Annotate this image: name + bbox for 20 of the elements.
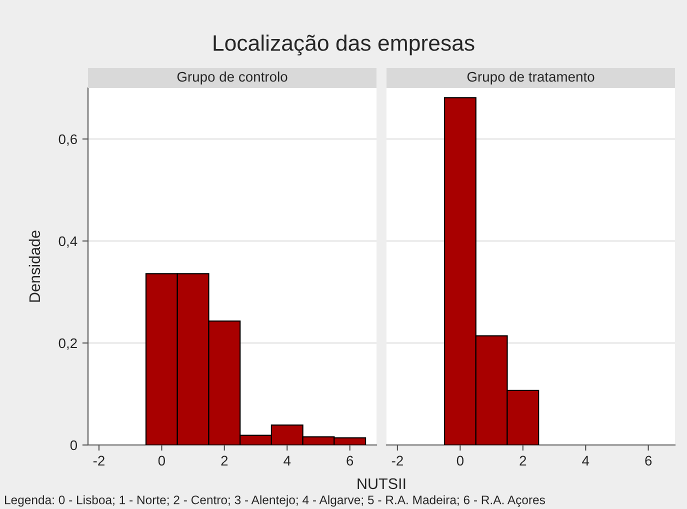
chart-subtitle: Grupo de controlo — [177, 72, 288, 84]
x-axis-title: NUTSII — [358, 478, 406, 490]
y-tick-label: 0,6 — [58, 134, 77, 146]
x-tick-label: 2 — [221, 456, 228, 466]
x-tick-label: 0 — [456, 456, 464, 466]
y-axis-title: Densidade — [28, 230, 40, 302]
x-tick-label: 2 — [520, 456, 526, 466]
x-tick-label: 4 — [582, 456, 590, 466]
chart-subtitle: Grupo de tratamento — [467, 72, 594, 84]
x-tick-label: -2 — [93, 456, 104, 466]
y-tick-label: 0,4 — [58, 236, 78, 248]
x-tick-label: 4 — [284, 456, 291, 466]
text: Legenda: 0 - Lisboa; 1 - Norte; 2 - Centro; 3 - Alentejo; 4 - Algarve; 5 - R.A. Madeira; 6 - R.A. Açores — [5, 495, 545, 507]
y-tick-label: 0 — [70, 440, 78, 450]
x-tick-label: -2 — [392, 456, 403, 466]
x-tick-label: 6 — [346, 456, 354, 466]
x-tick-label: 6 — [645, 456, 652, 466]
chart-title: Localização das empresas — [214, 34, 474, 56]
x-tick-label: 0 — [158, 456, 166, 466]
y-tick-label: 0,2 — [58, 338, 77, 350]
